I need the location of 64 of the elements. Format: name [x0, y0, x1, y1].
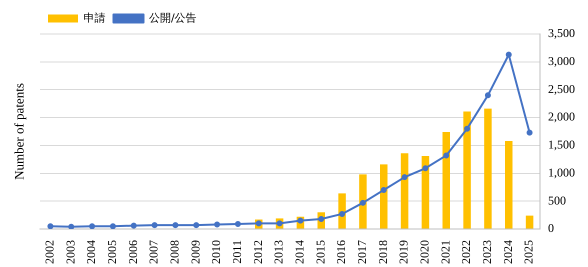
x-tick-label: 2013: [272, 240, 286, 264]
point: [47, 223, 54, 229]
x-tick-label: 2018: [376, 240, 390, 264]
point: [152, 222, 158, 228]
point: [130, 222, 137, 229]
point: [339, 210, 346, 217]
legend-label: 公開/公告: [149, 11, 197, 24]
x-tick-label: 2004: [84, 240, 98, 264]
x-tick-label: 2019: [396, 240, 411, 264]
bar: [526, 216, 534, 228]
point: [506, 52, 512, 58]
x-tick-label: 2014: [292, 240, 307, 264]
x-tick-label: 2017: [355, 240, 370, 264]
point: [484, 92, 491, 98]
x-tick-label: 2010: [209, 240, 224, 264]
point: [110, 223, 116, 229]
point: [464, 126, 470, 132]
x-tick-label: 2016: [334, 240, 348, 264]
x-tick-label: 2023: [480, 240, 494, 264]
point: [526, 130, 533, 136]
point: [402, 174, 408, 180]
bar: [422, 156, 430, 228]
y-tick-label: 0: [548, 221, 554, 236]
bar: [484, 108, 492, 228]
x-tick-label: 2009: [188, 240, 202, 264]
point: [422, 165, 428, 172]
x-tick-label: 2008: [168, 240, 182, 264]
bar: [463, 111, 471, 228]
x-tick-label: 2005: [105, 240, 120, 264]
y-axis-title: Number of patents: [11, 83, 26, 180]
point: [443, 152, 450, 158]
y-tick-label: 2,000: [548, 110, 575, 124]
y-tick-label: 3,000: [548, 54, 575, 68]
point: [214, 222, 220, 228]
x-tick-label: 2025: [522, 240, 536, 264]
point: [234, 220, 241, 227]
x-tick-label: 2015: [313, 240, 328, 264]
point: [380, 187, 387, 193]
y-tick-label: 500: [548, 193, 566, 208]
point: [193, 222, 200, 228]
x-tick-label: 2007: [146, 240, 161, 264]
x-tick-label: 2020: [418, 240, 432, 264]
point: [89, 223, 96, 229]
x-tick-label: 2012: [250, 240, 265, 264]
point: [360, 200, 366, 206]
bar: [442, 132, 450, 228]
point: [172, 222, 178, 228]
x-tick-label: 2003: [63, 240, 78, 264]
x-tick-label: 2011: [230, 240, 244, 264]
y-tick-label: 1,500: [548, 138, 575, 152]
y-tick-label: 2,500: [548, 82, 575, 96]
point: [68, 224, 74, 229]
x-tick-label: 2022: [459, 240, 474, 264]
x-tick-label: 2024: [500, 240, 515, 264]
legend-label: 申請: [84, 11, 106, 24]
bar: [505, 140, 512, 228]
y-tick-label: 3,500: [548, 26, 575, 40]
bar: [359, 174, 367, 228]
x-tick-label: 2002: [42, 240, 57, 264]
x-tick-label: 2021: [438, 240, 452, 264]
x-tick-label: 2006: [126, 240, 140, 264]
bar: [400, 153, 408, 228]
bar: [380, 164, 388, 228]
y-tick-label: 1,000: [548, 165, 575, 180]
